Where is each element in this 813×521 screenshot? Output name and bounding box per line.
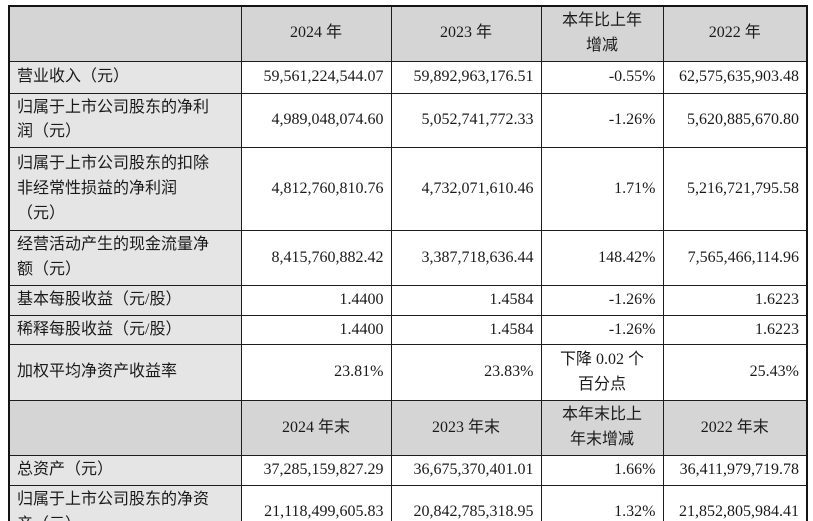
row-net-assets-attributable: 归属于上市公司股东的净资 产（元） 21,118,499,605.83 20,8…	[8, 484, 808, 521]
period-end-header-2022: 2022 年末	[662, 400, 808, 456]
cell-2024: 4,989,048,074.60	[240, 92, 392, 149]
cell-2022: 21,852,805,984.41	[662, 484, 808, 521]
period-end-header-change: 本年末比上 年末增减	[540, 400, 664, 456]
cell-change: 下降 0.02 个 百分点	[540, 344, 664, 402]
period-end-header-2024: 2024 年末	[240, 400, 392, 456]
annual-header-blank-cell	[8, 5, 242, 62]
row-net-profit-attributable: 归属于上市公司股东的净利 润（元） 4,989,048,074.60 5,052…	[8, 92, 808, 149]
annual-header-2024: 2024 年	[240, 5, 392, 62]
cell-2024: 1.4400	[240, 284, 392, 316]
cell-2023: 1.4584	[390, 284, 542, 316]
row-label: 营业收入（元）	[8, 60, 242, 94]
cell-2022: 1.6223	[662, 314, 808, 346]
period-end-header-2023: 2023 年末	[390, 400, 542, 456]
annual-header-row: 2024 年 2023 年 本年比上年 增减 2022 年	[8, 5, 808, 62]
cell-change: 148.42%	[540, 230, 664, 286]
row-label: 加权平均净资产收益率	[8, 344, 242, 402]
row-label: 稀释每股收益（元/股）	[8, 314, 242, 346]
financial-summary-table: 2024 年 2023 年 本年比上年 增减 2022 年 营业收入（元） 59…	[8, 5, 808, 521]
row-label: 归属于上市公司股东的净利 润（元）	[8, 92, 242, 149]
row-total-assets: 总资产（元） 37,285,159,827.29 36,675,370,401.…	[8, 454, 808, 486]
cell-2022: 7,565,466,114.96	[662, 230, 808, 286]
row-operating-revenue: 营业收入（元） 59,561,224,544.07 59,892,963,176…	[8, 60, 808, 94]
cell-2023: 3,387,718,636.44	[390, 230, 542, 286]
row-label: 总资产（元）	[8, 454, 242, 486]
cell-change: 1.66%	[540, 454, 664, 486]
cell-change: -0.55%	[540, 60, 664, 94]
cell-2024: 23.81%	[240, 344, 392, 402]
row-diluted-eps: 稀释每股收益（元/股） 1.4400 1.4584 -1.26% 1.6223	[8, 314, 808, 346]
annual-header-change: 本年比上年 增减	[540, 5, 664, 62]
cell-change: 1.32%	[540, 484, 664, 521]
cell-2022: 25.43%	[662, 344, 808, 402]
cell-2024: 8,415,760,882.42	[240, 230, 392, 286]
annual-header-2023: 2023 年	[390, 5, 542, 62]
cell-2024: 4,812,760,810.76	[240, 147, 392, 232]
cell-2024: 21,118,499,605.83	[240, 484, 392, 521]
annual-header-2022: 2022 年	[662, 5, 808, 62]
cell-2022: 1.6223	[662, 284, 808, 316]
cell-2023: 4,732,071,610.46	[390, 147, 542, 232]
cell-2022: 62,575,635,903.48	[662, 60, 808, 94]
row-label: 归属于上市公司股东的净资 产（元）	[8, 484, 242, 521]
cell-2022: 36,411,979,719.78	[662, 454, 808, 486]
row-basic-eps: 基本每股收益（元/股） 1.4400 1.4584 -1.26% 1.6223	[8, 284, 808, 316]
cell-2023: 1.4584	[390, 314, 542, 346]
row-label: 归属于上市公司股东的扣除 非经常性损益的净利润 （元）	[8, 147, 242, 232]
cell-change: -1.26%	[540, 92, 664, 149]
cell-2024: 37,285,159,827.29	[240, 454, 392, 486]
cell-2023: 36,675,370,401.01	[390, 454, 542, 486]
period-end-header-blank-cell	[8, 400, 242, 456]
period-end-header-row: 2024 年末 2023 年末 本年末比上 年末增减 2022 年末	[8, 400, 808, 456]
row-label: 经营活动产生的现金流量净 额（元）	[8, 230, 242, 286]
cell-2023: 20,842,785,318.95	[390, 484, 542, 521]
cell-2023: 23.83%	[390, 344, 542, 402]
cell-change: -1.26%	[540, 284, 664, 316]
cell-2024: 1.4400	[240, 314, 392, 346]
cell-2022: 5,620,885,670.80	[662, 92, 808, 149]
cell-2024: 59,561,224,544.07	[240, 60, 392, 94]
row-operating-cash-flow: 经营活动产生的现金流量净 额（元） 8,415,760,882.42 3,387…	[8, 230, 808, 286]
cell-2023: 59,892,963,176.51	[390, 60, 542, 94]
cell-2023: 5,052,741,772.33	[390, 92, 542, 149]
cell-2022: 5,216,721,795.58	[662, 147, 808, 232]
row-label: 基本每股收益（元/股）	[8, 284, 242, 316]
row-weighted-avg-roe: 加权平均净资产收益率 23.81% 23.83% 下降 0.02 个 百分点 2…	[8, 344, 808, 402]
row-net-profit-excl-nonrecurring: 归属于上市公司股东的扣除 非经常性损益的净利润 （元） 4,812,760,81…	[8, 147, 808, 232]
cell-change: 1.71%	[540, 147, 664, 232]
cell-change: -1.26%	[540, 314, 664, 346]
